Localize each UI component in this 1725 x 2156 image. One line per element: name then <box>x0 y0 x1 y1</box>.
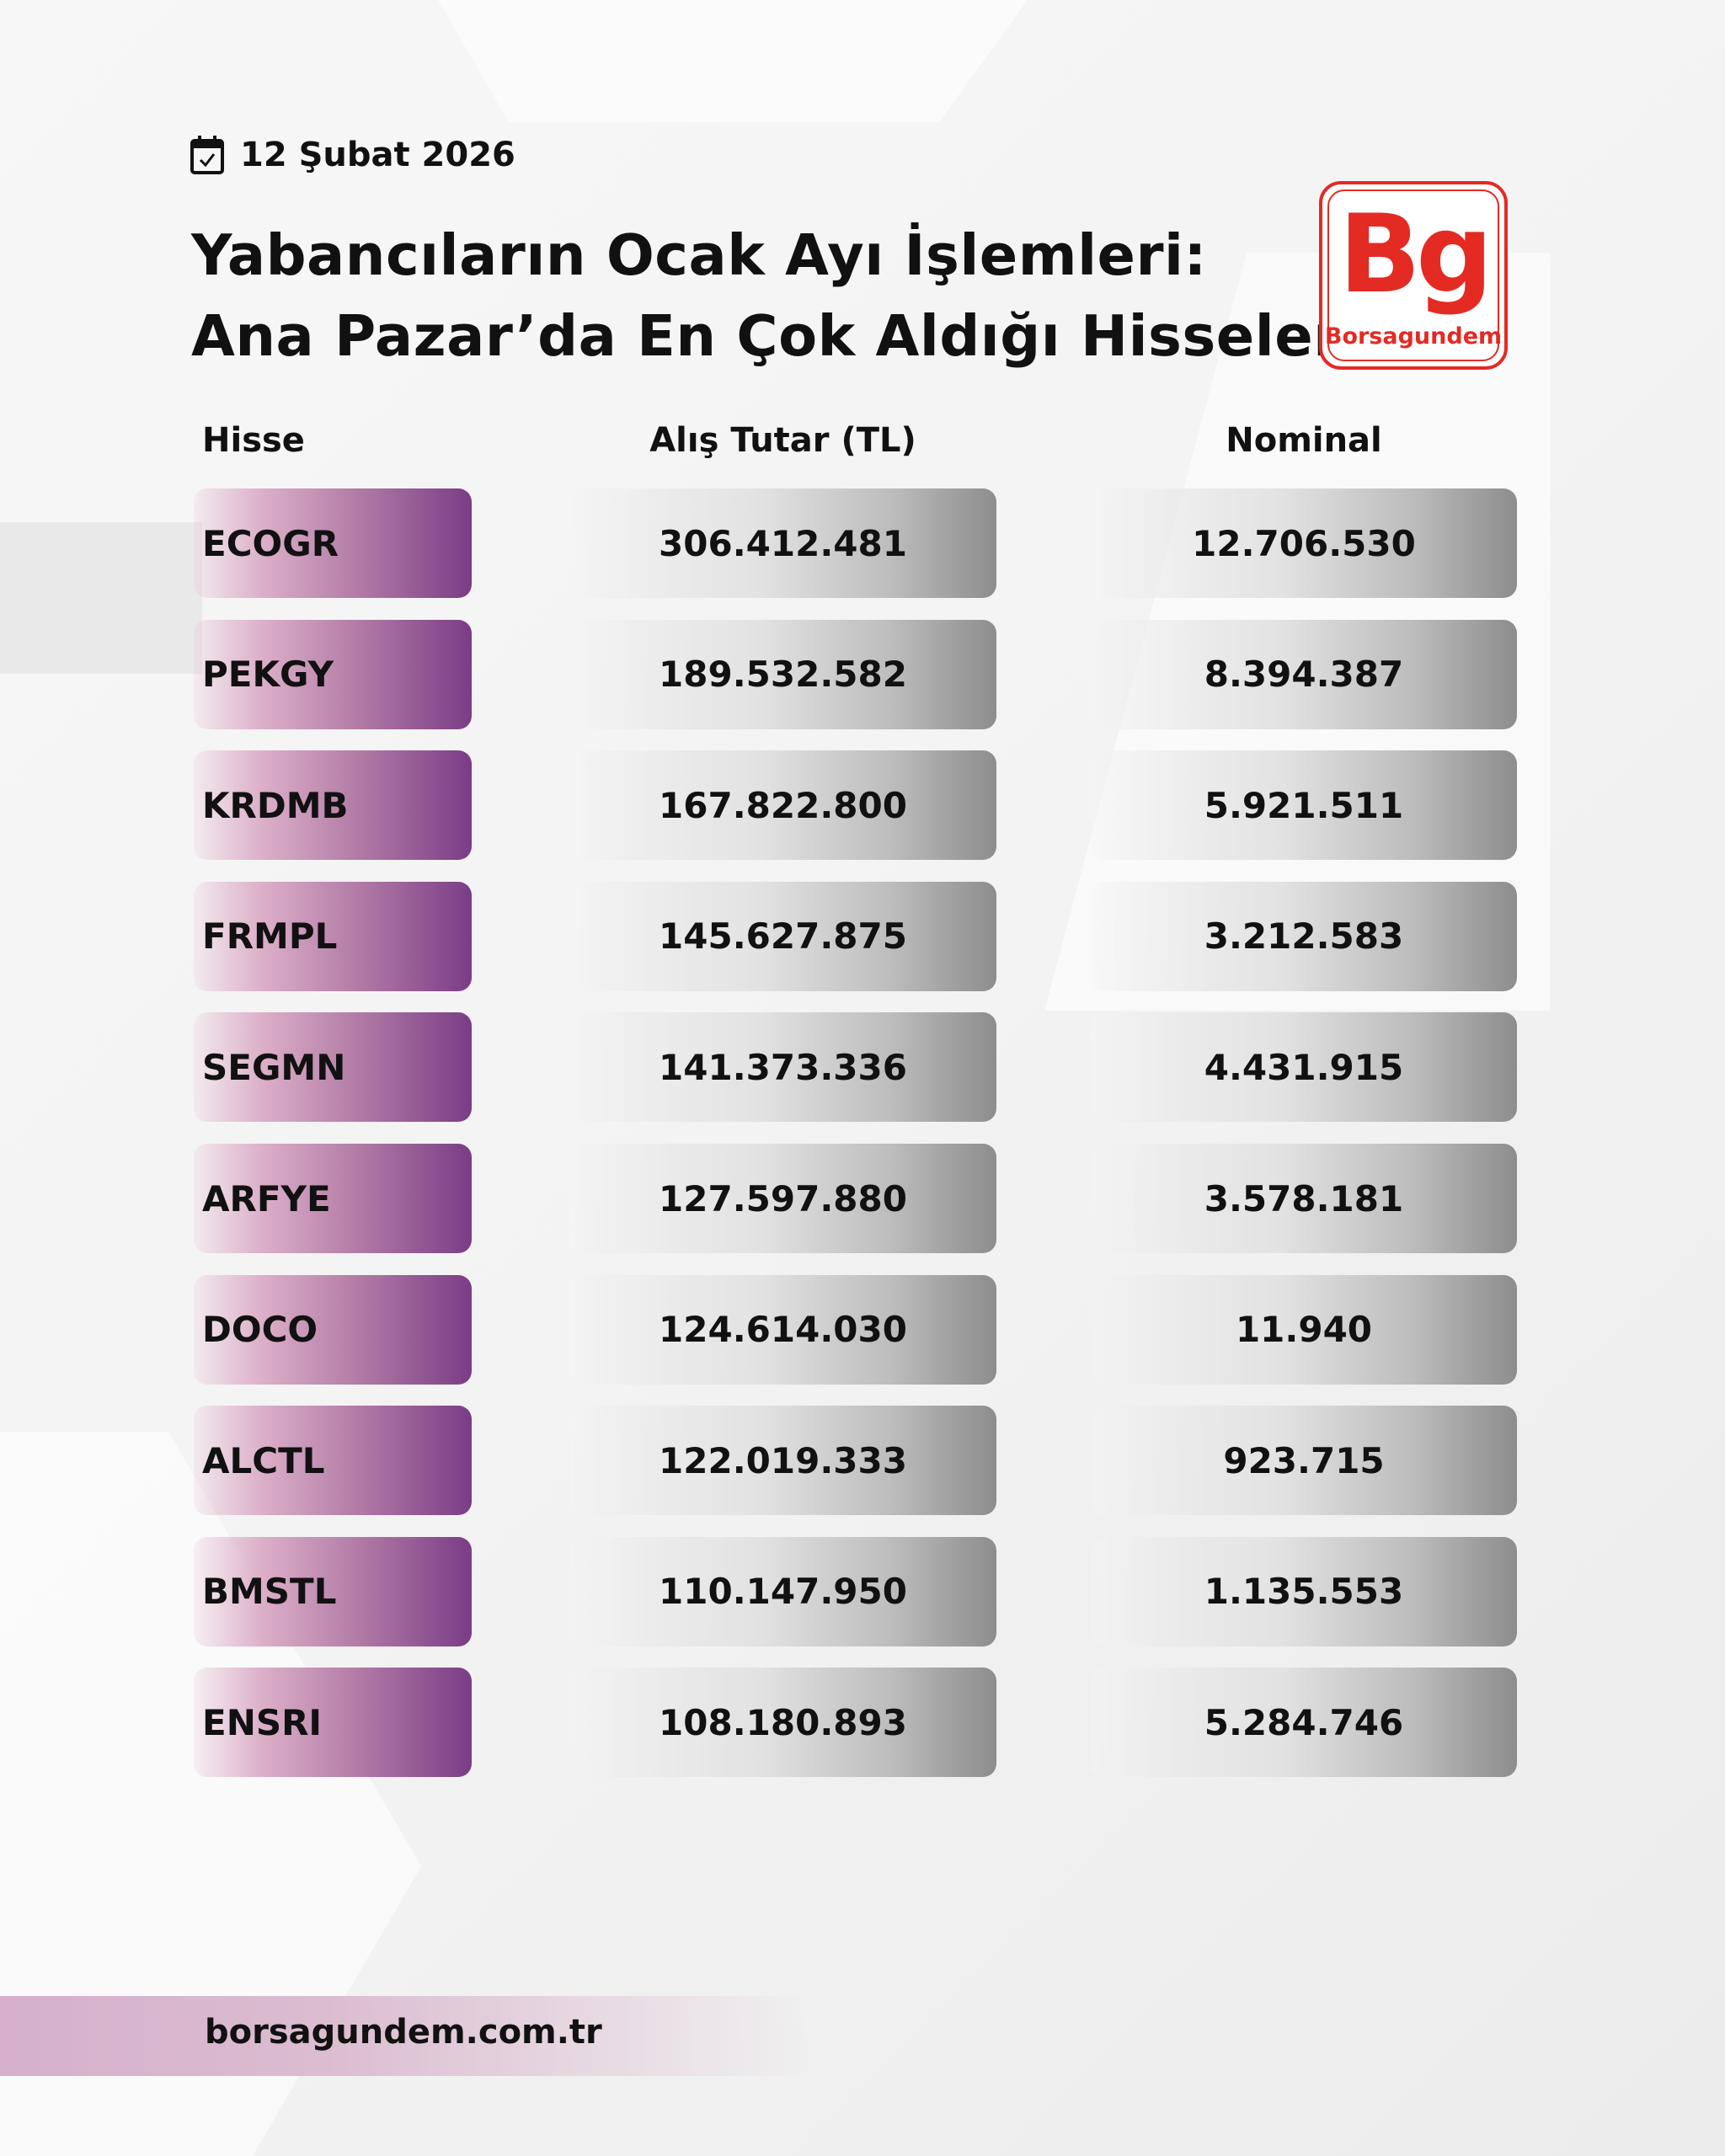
background-shape <box>438 0 1028 122</box>
nominal-cell: 11.940 <box>1091 1274 1517 1385</box>
buy-amount-cell: 306.412.481 <box>569 488 996 598</box>
stock-code-cell: SEGMN <box>194 1012 472 1123</box>
stock-code-cell: PEKGY <box>194 619 472 729</box>
column-header-hisse: Hisse <box>202 421 305 460</box>
stock-code-cell: FRMPL <box>194 881 472 991</box>
table-row: ALCTL 122.019.333 923.715 <box>0 1406 1725 1516</box>
nominal-cell: 8.394.387 <box>1091 619 1517 729</box>
buy-amount-cell: 189.532.582 <box>569 619 996 729</box>
stock-code-cell: BMSTL <box>194 1536 472 1646</box>
stock-code-cell: ECOGR <box>194 488 472 598</box>
buy-amount-cell: 145.627.875 <box>569 881 996 991</box>
stock-code-cell: ARFYE <box>194 1144 472 1253</box>
buy-amount-cell: 108.180.893 <box>569 1668 996 1778</box>
table-row: ENSRI 108.180.893 5.284.746 <box>0 1668 1725 1778</box>
logo-mark: Bg <box>1338 192 1493 318</box>
table-row: ARFYE 127.597.880 3.578.181 <box>0 1144 1725 1253</box>
buy-amount-cell: 141.373.336 <box>569 1012 996 1123</box>
borsagundem-logo: Bg Borsagundem <box>1319 181 1508 370</box>
page-title: Yabancıların Ocak Ayı İşlemleri: Ana Paz… <box>191 215 1342 376</box>
calendar-check-icon <box>190 136 224 174</box>
stock-code-cell: DOCO <box>194 1274 472 1385</box>
buy-amount-cell: 127.597.880 <box>569 1144 996 1253</box>
footer-bar <box>0 1996 809 2076</box>
nominal-cell: 5.921.511 <box>1091 750 1517 861</box>
column-header-alis-tutar: Alış Tutar (TL) <box>649 421 916 460</box>
nominal-cell: 4.431.915 <box>1091 1012 1517 1123</box>
table-row: PEKGY 189.532.582 8.394.387 <box>0 619 1725 729</box>
table-row: DOCO 124.614.030 11.940 <box>0 1274 1725 1385</box>
buy-amount-cell: 167.822.800 <box>569 750 996 861</box>
nominal-cell: 12.706.530 <box>1091 488 1517 598</box>
title-line-2: Ana Pazar’da En Çok Aldığı Hisseler <box>191 303 1342 369</box>
table-row: BMSTL 110.147.950 1.135.553 <box>0 1536 1725 1646</box>
website-link[interactable]: borsagundem.com.tr <box>205 2013 602 2052</box>
nominal-cell: 3.578.181 <box>1091 1144 1517 1253</box>
date-line: 12 Şubat 2026 <box>190 135 515 175</box>
table-row: KRDMB 167.822.800 5.921.511 <box>0 750 1725 861</box>
stock-code-cell: ENSRI <box>194 1668 472 1778</box>
buy-amount-cell: 122.019.333 <box>569 1406 996 1516</box>
table-row: SEGMN 141.373.336 4.431.915 <box>0 1012 1725 1123</box>
date-text: 12 Şubat 2026 <box>240 136 515 174</box>
table-row: ECOGR 306.412.481 12.706.530 <box>0 488 1725 598</box>
nominal-cell: 1.135.553 <box>1091 1536 1517 1646</box>
stock-code-cell: KRDMB <box>194 750 472 861</box>
stock-code-cell: ALCTL <box>194 1406 472 1516</box>
nominal-cell: 5.284.746 <box>1091 1668 1517 1778</box>
column-header-nominal: Nominal <box>1226 421 1382 460</box>
title-line-1: Yabancıların Ocak Ayı İşlemleri: <box>191 222 1207 288</box>
nominal-cell: 923.715 <box>1091 1406 1517 1516</box>
nominal-cell: 3.212.583 <box>1091 881 1517 991</box>
buy-amount-cell: 110.147.950 <box>569 1536 996 1646</box>
logo-name: Borsagundem <box>1324 323 1503 350</box>
table-row: FRMPL 145.627.875 3.212.583 <box>0 881 1725 991</box>
buy-amount-cell: 124.614.030 <box>569 1274 996 1385</box>
